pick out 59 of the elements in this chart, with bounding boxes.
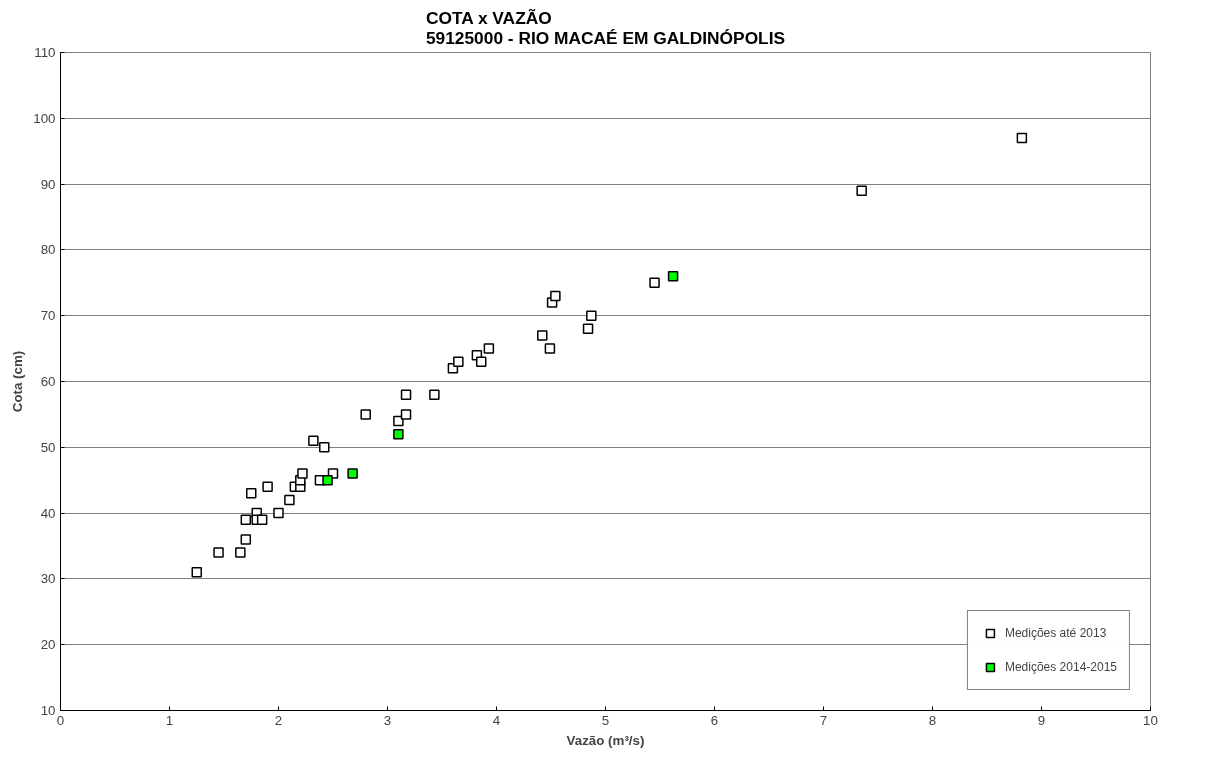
point <box>235 547 246 558</box>
point <box>347 468 358 479</box>
point <box>360 409 371 420</box>
x-tick-label: 5 <box>601 712 610 728</box>
y-axis-title: Cota (cm) <box>10 350 26 413</box>
point <box>429 389 440 400</box>
point <box>400 409 412 420</box>
point <box>262 481 273 493</box>
point <box>483 343 495 354</box>
point <box>856 185 867 196</box>
x-tick-label: 1 <box>165 712 174 728</box>
x-tick-label: 8 <box>928 712 937 728</box>
x-tick-label: 7 <box>819 712 828 728</box>
y-tick-label: 70 <box>40 308 56 324</box>
point <box>246 488 257 499</box>
point <box>537 330 548 341</box>
x-tick-label: 2 <box>274 712 283 728</box>
point <box>453 356 464 368</box>
legend-label: Medições 2014-2015 <box>1004 660 1117 674</box>
point <box>273 507 284 519</box>
point <box>475 356 487 368</box>
x-tick-label: 6 <box>710 712 719 728</box>
y-tick-label: 80 <box>40 242 56 258</box>
chart-title: COTA x VAZÃO 59125000 - RIO MACAÉ EM GALDINÓPOLIS <box>425 7 786 48</box>
y-tick-label: 20 <box>40 637 56 653</box>
point <box>1016 132 1028 144</box>
x-tick-label: 9 <box>1037 712 1046 728</box>
point <box>256 514 268 525</box>
point <box>586 310 597 321</box>
point <box>284 494 295 506</box>
point <box>550 290 561 302</box>
point <box>240 534 252 545</box>
x-tick-label: 4 <box>492 712 501 728</box>
point <box>322 474 333 486</box>
x-tick-label: 10 <box>1143 712 1158 728</box>
point <box>400 389 412 400</box>
y-tick-label: 90 <box>40 176 56 192</box>
point <box>191 567 202 578</box>
point <box>649 277 660 289</box>
point <box>393 428 404 440</box>
point <box>240 514 252 525</box>
y-tick-label: 30 <box>40 571 56 587</box>
point <box>582 323 594 335</box>
y-tick-label: 60 <box>40 374 56 389</box>
y-tick-label: 110 <box>34 45 56 60</box>
point <box>544 343 556 354</box>
y-tick-label: 100 <box>33 110 56 126</box>
point <box>319 442 330 453</box>
point <box>393 415 404 427</box>
point <box>667 270 679 282</box>
x-axis-title: Vazão (m³/s) <box>566 732 645 748</box>
point <box>308 435 319 446</box>
legend-label: Medições até 2013 <box>1004 626 1107 640</box>
x-tick-label: 0 <box>56 712 65 728</box>
x-tick-label: 3 <box>383 712 392 728</box>
y-tick-label: 50 <box>40 439 56 455</box>
y-tick-label: 40 <box>40 505 56 521</box>
point <box>297 468 308 479</box>
point <box>213 547 224 558</box>
